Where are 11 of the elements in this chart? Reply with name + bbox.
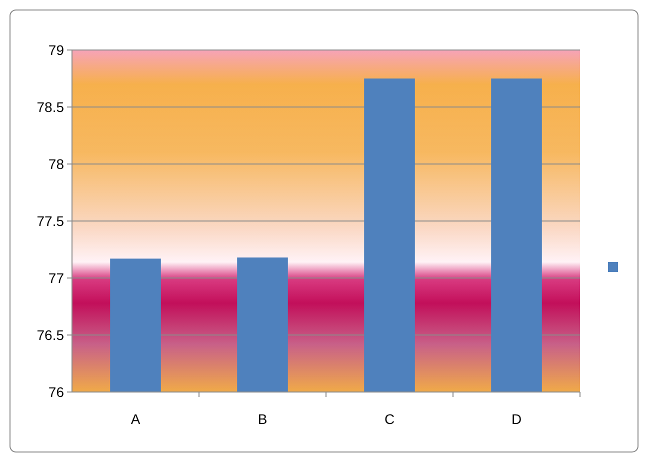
x-tick-label: B	[258, 411, 268, 427]
y-tick-label: 78.5	[36, 98, 64, 115]
y-tick-label: 76	[48, 384, 64, 400]
x-tick-label: C	[384, 411, 395, 427]
y-tick-label: 78	[48, 156, 64, 172]
y-tick-label: 77	[48, 270, 64, 286]
y-tick-label: 76.5	[36, 326, 64, 343]
x-tick-label: A	[130, 411, 141, 427]
y-tick-label: 79	[48, 42, 64, 58]
y-tick-label: 77.5	[36, 212, 64, 229]
x-tick-label: D	[511, 411, 522, 427]
